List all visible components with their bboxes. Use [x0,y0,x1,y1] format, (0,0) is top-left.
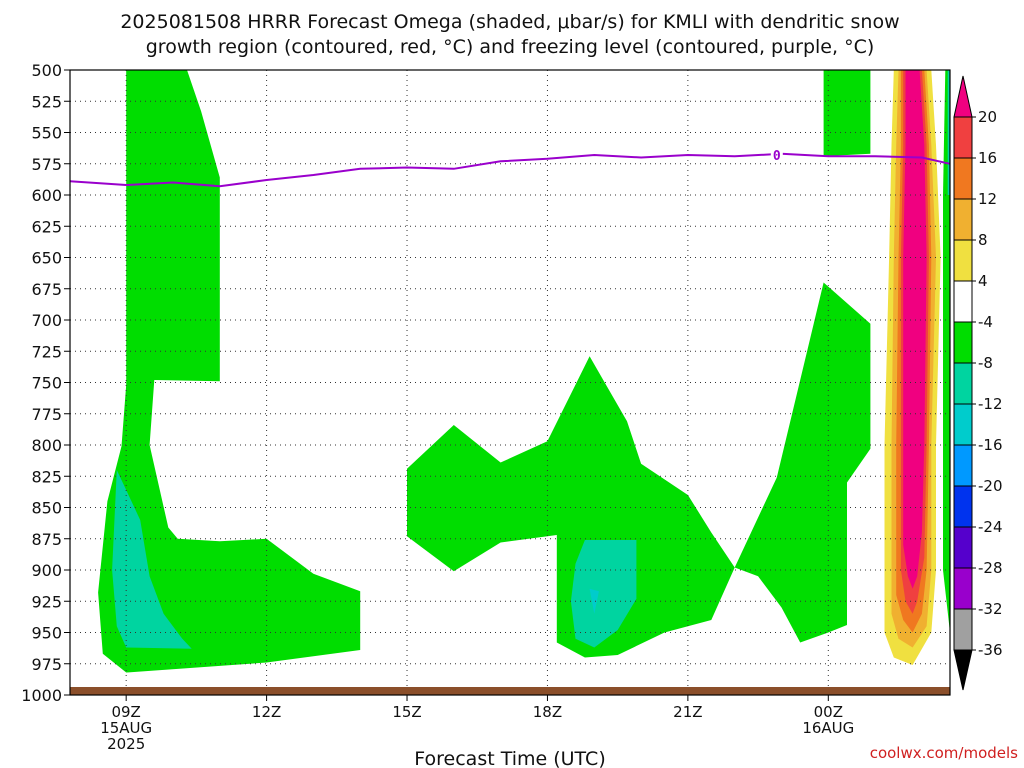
x-tick-label: 2025 [107,735,145,753]
y-tick-label: 600 [31,186,62,205]
colorbar-bin [953,403,973,446]
colorbar-label: 8 [978,231,988,249]
y-tick-label: 1000 [21,686,62,705]
colorbar: -36 -32 -28 -24 -20 -16 -12 -8 -4 4 8 12 16 20 [953,75,1003,691]
colorbar-bin [953,567,973,610]
omega-region-1 [407,356,735,658]
y-tick-label: 850 [31,499,62,518]
chart-title-line-1: 2025081508 HRRR Forecast Omega (shaded, … [120,11,899,33]
colorbar-label: -24 [978,518,1003,536]
colorbar-bin [953,157,973,200]
omega-region-4 [943,70,950,633]
colorbar-bin [953,649,973,691]
omega-shaded-regions [98,70,950,673]
colorbar-label: -20 [978,477,1003,495]
y-tick-label: 650 [31,249,62,268]
x-tick-label: 15Z [392,703,421,721]
x-tick-label: 15AUG [100,719,152,737]
x-tick-label: 21Z [673,703,702,721]
y-tick-label: 925 [31,592,62,611]
y-tick-label: 675 [31,280,62,299]
colorbar-label: 20 [978,108,997,126]
colorbar-bin [953,116,973,159]
omega-region-6 [570,540,637,648]
colorbar-bin [953,526,973,569]
colorbar-label: -12 [978,395,1003,413]
y-tick-label: 750 [31,374,62,393]
colorbar-bin [953,485,973,528]
freezing-level-label-bg [770,147,783,162]
colorbar-bin [953,75,973,118]
colorbar-bin [953,362,973,405]
x-tick-label: 12Z [252,703,281,721]
colorbar-bin [953,444,973,487]
y-tick-label: 800 [31,436,62,455]
colorbar-label: 4 [978,272,988,290]
y-tick-label: 875 [31,530,62,549]
omega-region-3 [823,70,871,157]
colorbar-label: -8 [978,354,993,372]
omega-region-13 [903,70,927,589]
omega-region-2 [734,282,871,643]
colorbar-label: -4 [978,313,993,331]
y-tick-label: 725 [31,342,62,361]
colorbar-label: 16 [978,149,997,167]
colorbar-bin [953,198,973,241]
colorbar-bin [953,239,973,282]
y-tick-label: 525 [31,92,62,111]
y-tick-label: 950 [31,624,62,643]
credit-text: coolwx.com/models [870,744,1018,762]
freezing-level-line [69,152,951,188]
x-tick-label: 16AUG [802,719,854,737]
colorbar-label: -36 [978,641,1003,659]
y-tick-label: 550 [31,124,62,143]
freezing-level-label: 0 [773,149,781,164]
plot-area: 0 [69,69,951,696]
y-axis: 500 525 550 575 600 625 650 675 700 725 750 775 800 8… [21,61,70,705]
omega-region-5 [112,470,192,649]
grid-lines [70,70,950,695]
y-tick-label: 900 [31,561,62,580]
x-tick-label: 00Z [814,703,843,721]
colorbar-label: 12 [978,190,997,208]
colorbar-bin [953,321,973,364]
freezing-level-contour: 0 [69,147,951,188]
y-tick-label: 825 [31,467,62,486]
x-tick-label: 09Z [111,703,140,721]
colorbar-label: -32 [978,600,1003,618]
colorbar-label: -28 [978,559,1003,577]
y-tick-label: 625 [31,217,62,236]
colorbar-bin [953,608,973,651]
omega-region-0 [98,70,361,673]
y-tick-label: 975 [31,655,62,674]
ground-strip [70,687,950,695]
x-tick-label: 18Z [533,703,562,721]
y-tick-label: 500 [31,61,62,80]
y-tick-label: 700 [31,311,62,330]
omega-region-8 [589,588,599,614]
y-tick-label: 775 [31,405,62,424]
y-tick-label: 575 [31,155,62,174]
colorbar-label: -16 [978,436,1003,454]
x-axis-label: Forecast Time (UTC) [414,748,605,768]
chart-title-line-2: growth region (contoured, red, °C) and f… [146,36,875,58]
colorbar-bin [953,280,973,323]
